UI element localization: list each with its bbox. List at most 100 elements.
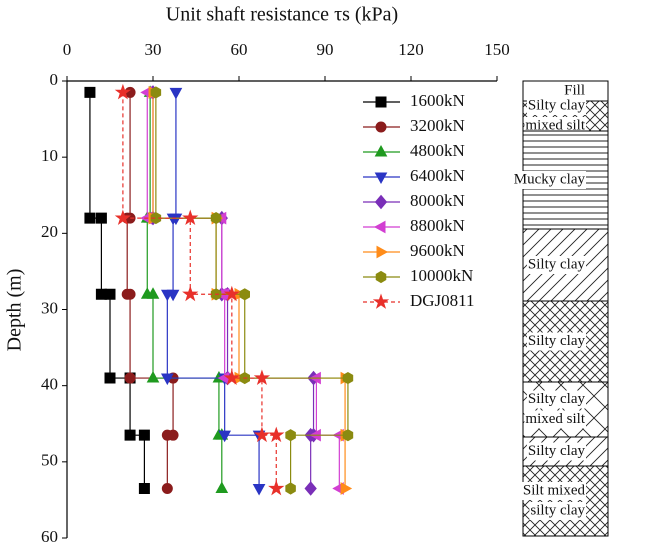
marker	[239, 288, 250, 301]
marker	[114, 209, 132, 226]
marker	[169, 87, 183, 100]
soil-label-bg	[512, 171, 586, 189]
marker	[253, 426, 271, 443]
legend-label: 6400kN	[410, 166, 465, 185]
series-line	[146, 92, 223, 489]
x-tick-label: 90	[317, 40, 334, 59]
y-tick-label: 40	[41, 375, 58, 394]
soil-label: silty clay	[530, 502, 585, 518]
marker	[342, 371, 354, 385]
marker	[268, 479, 285, 496]
y-tick-label: 0	[50, 70, 59, 89]
marker	[268, 426, 285, 443]
legend-marker	[372, 293, 390, 309]
x-tick-label: 60	[231, 40, 248, 59]
marker	[161, 429, 173, 441]
legend-marker	[375, 121, 387, 133]
legend-marker	[375, 270, 387, 284]
legend-label: 9600kN	[410, 241, 465, 260]
soil-label: Silty clay	[528, 256, 586, 272]
marker	[210, 212, 222, 225]
soil-label: Silty clay	[528, 333, 586, 349]
soil-label: mixed silt	[525, 411, 585, 427]
legend-label: 1600kN	[410, 91, 465, 110]
marker	[114, 83, 132, 100]
marker	[285, 429, 296, 442]
marker	[285, 482, 296, 495]
marker	[124, 372, 136, 384]
series-line	[122, 92, 277, 489]
y-tick-label: 10	[41, 146, 58, 165]
soil-layer	[522, 465, 609, 537]
marker	[124, 288, 136, 300]
x-tick-label: 150	[484, 40, 510, 59]
marker	[104, 288, 116, 300]
x-tick-label: 30	[145, 40, 162, 59]
soil-label-bg	[526, 97, 586, 115]
marker	[218, 430, 232, 443]
legend-marker	[374, 194, 388, 210]
marker	[182, 285, 199, 302]
legend-label: 8800kN	[410, 216, 465, 235]
x-tick-label: 0	[63, 40, 72, 59]
soil-label-bg	[526, 442, 586, 461]
marker	[304, 481, 317, 496]
y-tick-label: 30	[41, 298, 58, 317]
marker	[84, 212, 96, 224]
marker	[150, 86, 162, 99]
soil-label-bg	[526, 390, 586, 409]
soil-label: Silt mixed	[523, 482, 586, 498]
marker	[253, 369, 271, 385]
marker	[160, 289, 174, 302]
soil-label: Mucky clay	[514, 171, 586, 187]
soil-label: Fill	[564, 82, 585, 98]
soil-label-bg	[526, 256, 586, 274]
marker	[138, 429, 150, 441]
legend-label: DGJ0811	[410, 291, 475, 310]
legend-marker	[376, 245, 389, 259]
marker	[138, 482, 150, 494]
legend-label: 3200kN	[410, 116, 465, 135]
soil-label: Silty clay	[528, 97, 586, 113]
legend-marker	[374, 144, 388, 157]
soil-label-bg	[526, 332, 586, 351]
marker	[104, 372, 116, 384]
marker	[124, 429, 136, 441]
x-tick-label: 120	[398, 40, 424, 59]
y-tick-label: 50	[41, 451, 58, 470]
marker	[182, 209, 199, 226]
legend-marker	[374, 172, 388, 185]
marker	[161, 482, 173, 494]
soil-label-bg	[563, 82, 586, 100]
legend-label: 4800kN	[410, 141, 465, 160]
soil-label: Silty clay	[528, 443, 586, 459]
marker	[160, 373, 174, 386]
marker	[84, 86, 96, 98]
soil-label-bg	[529, 502, 586, 520]
legend-label: 10000kN	[410, 266, 473, 285]
marker	[252, 483, 266, 496]
y-tick-label: 20	[41, 222, 58, 241]
marker	[146, 371, 160, 383]
series-line	[155, 92, 349, 489]
legend-label: 8000kN	[410, 191, 465, 210]
marker	[223, 285, 240, 302]
soil-label: Silty clay	[528, 391, 586, 407]
marker	[146, 287, 160, 299]
soil-label-bg	[521, 482, 586, 500]
marker	[340, 482, 353, 495]
marker	[95, 212, 107, 224]
marker	[223, 369, 240, 385]
y-axis-title: Depth (m)	[4, 269, 26, 352]
x-axis-title: Unit shaft resistance τs (kPa)	[166, 4, 398, 26]
y-tick-label: 60	[41, 527, 58, 546]
marker	[166, 213, 180, 226]
series-line	[89, 92, 145, 489]
soil-label: mixed silt	[525, 117, 585, 133]
soil-label-bg	[524, 410, 586, 429]
marker	[150, 212, 162, 225]
legend-marker	[373, 220, 386, 234]
marker	[215, 481, 229, 493]
